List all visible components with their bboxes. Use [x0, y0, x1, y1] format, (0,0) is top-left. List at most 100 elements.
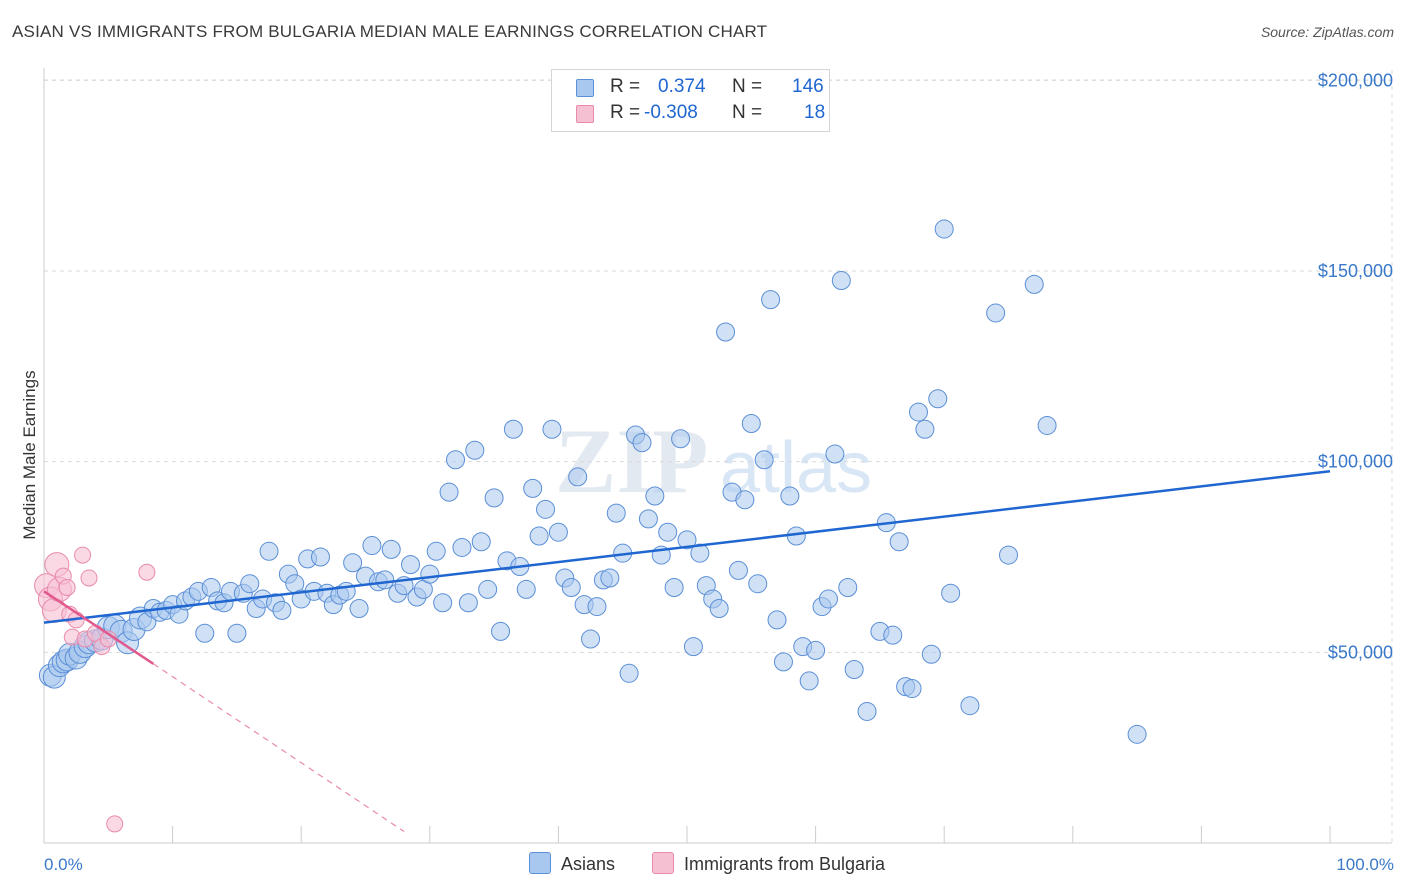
- y-tick-labels: $50,000 $100,000 $150,000 $200,000: [1318, 70, 1393, 662]
- asians-point: [381, 539, 401, 559]
- legend-n-value-bulgaria: 18: [804, 102, 826, 123]
- asians-point: [491, 621, 511, 641]
- bulgaria-point: [138, 563, 156, 581]
- bottom-legend-label-bulgaria: Immigrants from Bulgaria: [684, 854, 886, 874]
- asians-point: [773, 652, 793, 672]
- asians-point: [343, 553, 363, 573]
- legend-swatch-asians: [576, 79, 594, 97]
- asians-point: [272, 600, 292, 620]
- legend-r-label: R =: [610, 102, 641, 123]
- legend-r-value-asians: 0.374: [658, 76, 706, 97]
- asians-point: [587, 597, 607, 617]
- asians-point: [503, 419, 523, 439]
- asians-point: [683, 637, 703, 657]
- asians-point: [619, 663, 639, 683]
- asians-point: [889, 532, 909, 552]
- asians-point: [420, 564, 440, 584]
- asians-point: [536, 499, 556, 519]
- asians-point: [677, 530, 697, 550]
- asians-point: [761, 290, 781, 310]
- asians-point: [632, 433, 652, 453]
- asians-point: [960, 696, 980, 716]
- asians-point: [426, 541, 446, 561]
- asians-point: [478, 579, 498, 599]
- asians-point: [831, 271, 851, 291]
- asians-point: [838, 578, 858, 598]
- asians-point: [240, 574, 260, 594]
- asians-point: [767, 610, 787, 630]
- asians-point: [908, 402, 928, 422]
- asians-point: [568, 467, 588, 487]
- asians-point: [915, 419, 935, 439]
- asians-point: [748, 574, 768, 594]
- asians-point: [195, 623, 215, 643]
- asians-point: [310, 547, 330, 567]
- bottom-legend-asians: Asians: [529, 852, 615, 875]
- asians-point: [452, 537, 472, 557]
- correlation-legend: R = 0.374 N = 146 R = -0.308 N = 18: [551, 69, 830, 132]
- series-bulgaria: [34, 546, 156, 833]
- asians-point: [638, 509, 658, 529]
- asians-point: [658, 522, 678, 542]
- asians-point: [928, 389, 948, 409]
- asians-point: [716, 322, 736, 342]
- bottom-legend-swatch-asians: [529, 852, 551, 874]
- asians-point: [523, 478, 543, 498]
- asians-point: [439, 482, 459, 502]
- asians-point: [349, 598, 369, 618]
- asians-point: [883, 625, 903, 645]
- asians-point: [735, 490, 755, 510]
- x-tick-label-max: 100.0%: [1336, 855, 1394, 874]
- source-label: Source: ZipAtlas.com: [1260, 24, 1394, 40]
- asians-point: [548, 522, 568, 542]
- asians-point: [516, 579, 536, 599]
- asians-point: [741, 414, 761, 434]
- asians-point: [227, 623, 247, 643]
- bulgaria-point: [106, 815, 124, 833]
- watermark: ZIP atlas: [555, 410, 872, 512]
- chart-title: ASIAN VS IMMIGRANTS FROM BULGARIA MEDIAN…: [12, 22, 768, 41]
- asians-point: [902, 679, 922, 699]
- asians-point: [458, 593, 478, 613]
- bulgaria-point: [58, 579, 76, 597]
- asians-point: [709, 598, 729, 618]
- asians-point: [1037, 415, 1057, 435]
- legend-swatch-bulgaria: [576, 105, 594, 123]
- asians-trend-line: [43, 469, 1331, 624]
- asians-point: [780, 486, 800, 506]
- asians-point: [754, 450, 774, 470]
- asians-point: [806, 640, 826, 660]
- trend-lines: [43, 469, 1331, 833]
- asians-point: [999, 545, 1018, 565]
- asians-point: [799, 671, 819, 691]
- asians-point: [825, 444, 845, 464]
- bulgaria-trend-extension: [152, 663, 405, 833]
- bulgaria-point: [80, 569, 98, 587]
- asians-point: [818, 589, 838, 609]
- asians-point: [401, 555, 421, 575]
- y-tick-label: $200,000: [1318, 70, 1393, 90]
- asians-point: [1127, 724, 1147, 744]
- asians-point: [542, 419, 562, 439]
- asians-point: [728, 560, 748, 580]
- bottom-legend-swatch-bulgaria: [652, 852, 674, 874]
- asians-point: [986, 303, 1006, 323]
- asians-point: [433, 593, 453, 613]
- asians-point: [664, 578, 684, 598]
- legend-r-value-bulgaria: -0.308: [644, 102, 698, 123]
- asians-point: [941, 583, 961, 603]
- asians-point: [362, 536, 382, 556]
- asians-point: [600, 568, 620, 588]
- y-tick-label: $50,000: [1328, 642, 1393, 662]
- asians-point: [844, 659, 864, 679]
- asians-point: [645, 486, 665, 506]
- y-tick-label: $150,000: [1318, 261, 1393, 281]
- asians-point: [375, 570, 395, 590]
- asians-point: [934, 219, 954, 239]
- asians-point: [259, 541, 279, 561]
- watermark-zip: ZIP: [555, 410, 708, 512]
- bulgaria-point: [74, 546, 92, 564]
- asians-point: [465, 440, 485, 460]
- asians-point: [581, 629, 601, 649]
